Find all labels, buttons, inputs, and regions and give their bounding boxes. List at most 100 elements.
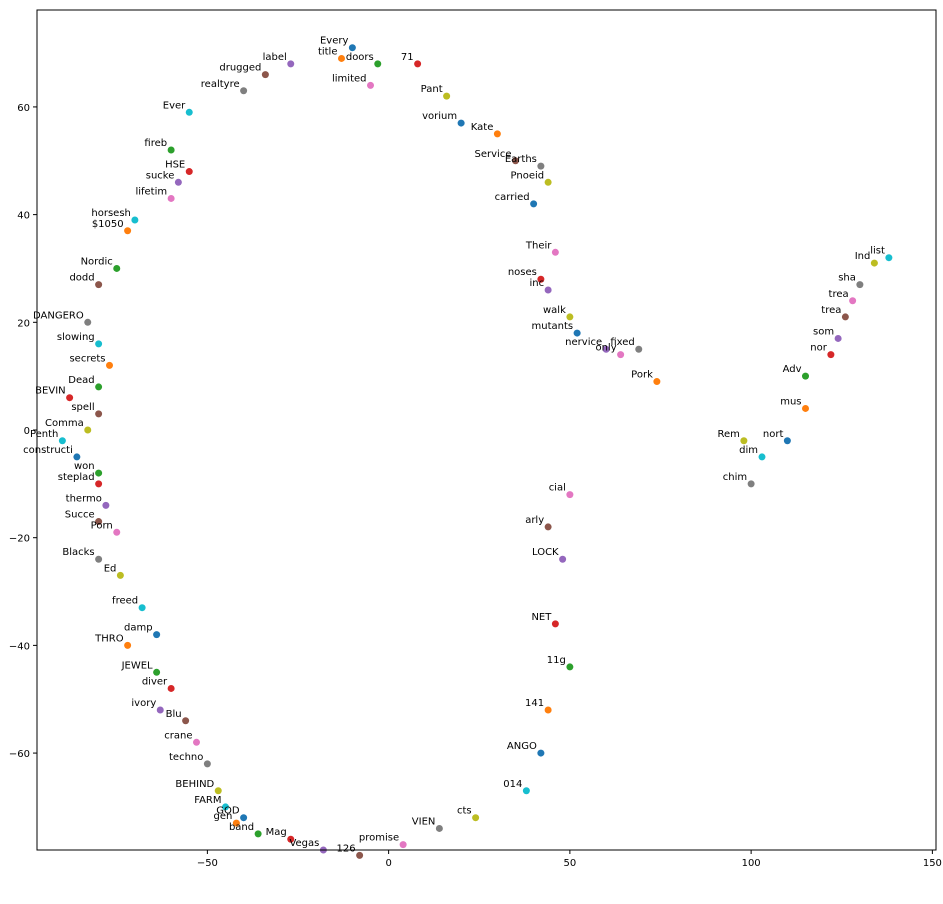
data-point xyxy=(399,841,407,849)
data-point xyxy=(512,157,519,165)
points-layer xyxy=(58,44,893,859)
data-point xyxy=(240,814,248,822)
point-label: Service xyxy=(475,149,512,160)
data-point xyxy=(551,620,559,628)
data-point xyxy=(783,437,791,445)
data-point xyxy=(544,178,552,186)
point-label: freed xyxy=(112,596,138,607)
data-point xyxy=(870,259,878,267)
point-label: damp xyxy=(124,623,153,634)
data-point xyxy=(537,162,545,170)
y-tick-label: 60 xyxy=(17,103,30,114)
point-label: Penth xyxy=(30,429,58,440)
data-point xyxy=(95,340,103,348)
point-label: mutants xyxy=(532,321,574,332)
point-label: drugged xyxy=(219,63,261,74)
data-point xyxy=(174,178,182,186)
point-label: HSE xyxy=(165,160,185,171)
data-point xyxy=(116,571,124,579)
y-tick-label: −20 xyxy=(9,534,30,545)
point-label: label xyxy=(263,52,287,63)
data-point xyxy=(138,604,146,612)
data-point xyxy=(106,361,113,369)
data-point xyxy=(261,71,269,79)
data-point xyxy=(66,394,74,402)
point-label: sha xyxy=(838,273,856,284)
data-point xyxy=(58,437,66,445)
point-label: Ind xyxy=(855,251,871,262)
data-point xyxy=(573,329,581,337)
data-point xyxy=(338,54,345,62)
point-label: chim xyxy=(723,472,747,483)
point-label: walk xyxy=(543,305,566,316)
point-label: dim xyxy=(739,445,758,456)
x-tick-label: 100 xyxy=(742,858,761,869)
y-axis: −60 −40 −20 0 20 40 60 xyxy=(9,103,37,760)
point-label: Mag xyxy=(266,827,287,838)
data-point xyxy=(849,297,857,305)
point-label: steplad xyxy=(58,472,95,483)
data-point xyxy=(544,523,552,531)
data-point xyxy=(617,351,625,359)
data-point xyxy=(635,345,643,353)
data-point xyxy=(182,717,190,725)
point-label: won xyxy=(74,461,95,472)
data-point xyxy=(885,254,893,262)
point-label: secrets xyxy=(69,353,105,364)
data-point xyxy=(153,631,161,639)
data-point xyxy=(240,87,248,95)
data-point xyxy=(834,334,842,342)
point-label: Pnoeid xyxy=(511,170,545,181)
data-point xyxy=(203,760,211,768)
data-point xyxy=(95,281,103,289)
data-point xyxy=(95,469,103,477)
data-point xyxy=(95,480,103,488)
point-label: trea xyxy=(821,305,841,316)
y-tick-label: −40 xyxy=(9,641,30,652)
data-point xyxy=(193,738,200,746)
point-label: thermo xyxy=(66,493,102,504)
point-label: techno xyxy=(169,752,203,763)
x-axis: −50 0 50 100 150 xyxy=(197,850,942,869)
data-point xyxy=(113,264,121,272)
point-label: title xyxy=(318,46,338,57)
point-label: sucke xyxy=(146,170,175,181)
point-label: mus xyxy=(780,396,801,407)
y-tick-label: 20 xyxy=(17,318,30,329)
point-label: BEVIN xyxy=(35,386,65,397)
data-point xyxy=(443,92,451,100)
point-label: Kate xyxy=(471,122,494,133)
data-point xyxy=(185,168,193,176)
data-point xyxy=(73,453,81,461)
data-point xyxy=(167,194,175,202)
data-point xyxy=(287,60,295,68)
data-point xyxy=(254,830,262,838)
x-tick-label: 150 xyxy=(923,858,942,869)
point-label: realtyre xyxy=(201,79,240,90)
data-point xyxy=(758,453,766,461)
point-label: Adv xyxy=(783,364,802,375)
data-point xyxy=(653,378,661,386)
data-point xyxy=(348,44,356,52)
y-tick-label: −60 xyxy=(9,749,30,760)
point-label: 126 xyxy=(337,843,356,854)
point-label: LOCK xyxy=(532,547,559,558)
data-point xyxy=(435,824,443,832)
data-point xyxy=(841,313,849,321)
plot-frame xyxy=(36,9,937,851)
point-label: nort xyxy=(763,429,784,440)
point-label: Blu xyxy=(166,709,182,720)
point-label: constructi xyxy=(23,445,73,456)
point-label: fixed xyxy=(610,337,634,348)
point-label: 014 xyxy=(503,779,522,790)
point-label: Dead xyxy=(68,375,94,386)
data-point xyxy=(153,668,161,676)
point-label: fireb xyxy=(144,138,167,149)
point-label: slowing xyxy=(57,332,95,343)
data-point xyxy=(544,706,552,714)
data-point xyxy=(566,491,574,499)
point-label: Comma xyxy=(45,418,84,429)
point-label: crane xyxy=(164,730,192,741)
point-label: noses xyxy=(508,267,537,278)
